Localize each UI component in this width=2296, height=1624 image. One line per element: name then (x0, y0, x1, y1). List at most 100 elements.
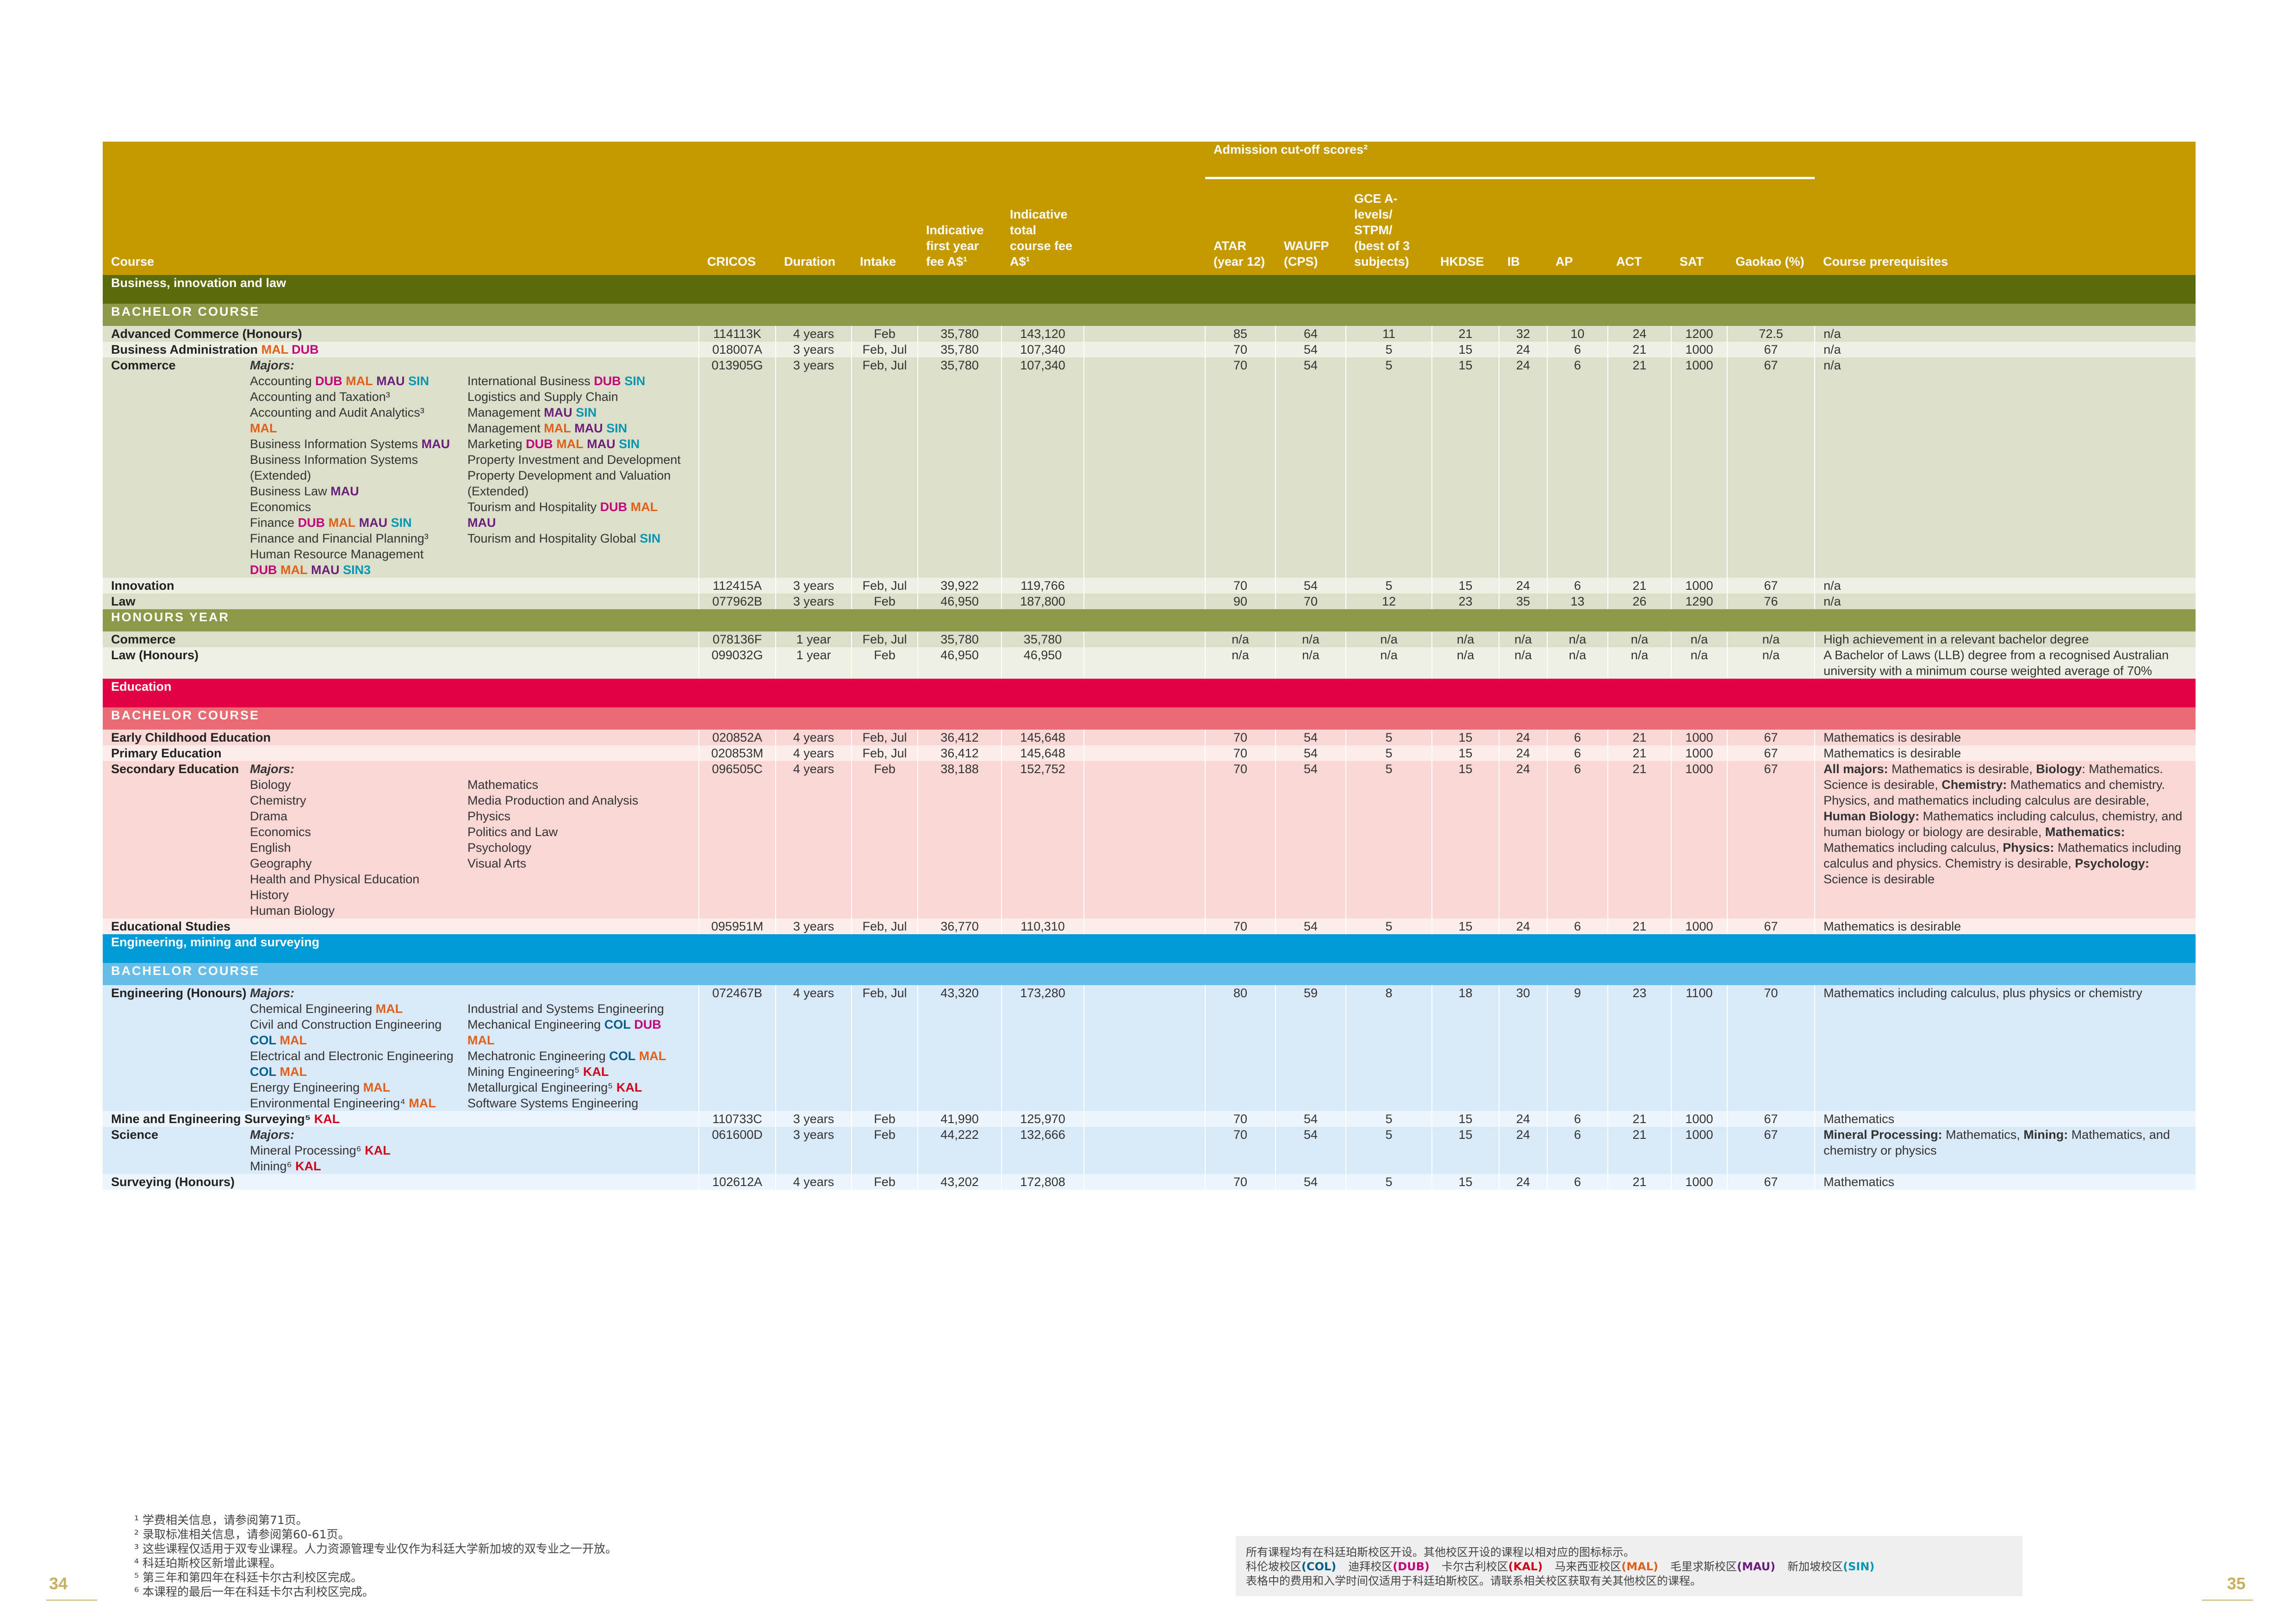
major-item: Drama (250, 808, 454, 824)
course-row: Primary Education 020853M 4 years Feb, Jul 3… (103, 745, 2196, 761)
cell-ib: 24 (1499, 342, 1548, 357)
prereq-text: : Mathematics. Science is desirable, (1823, 762, 2163, 792)
cell-gce: 5 (1345, 918, 1432, 934)
cell-ib: 24 (1499, 1174, 1548, 1190)
section-title: Business, innovation and law (103, 275, 2196, 304)
group-label: BACHELOR COURSE (103, 304, 2196, 326)
campus-tag: MAU (376, 374, 405, 388)
cell-fee1: 43,202 (917, 1174, 1002, 1190)
major-item: Mechanical Engineering COL DUB MAL (467, 1017, 685, 1048)
cell-hkdse: 15 (1431, 745, 1500, 761)
cell-waufp: 54 (1275, 745, 1346, 761)
major-name: International Business (467, 374, 591, 388)
course-name: Law (Honours) (111, 648, 199, 662)
cell-gce: 5 (1345, 730, 1432, 745)
cell-fee_total: 132,666 (1001, 1127, 1084, 1174)
cell-gaokao: 72.5 (1727, 326, 1815, 342)
cell-hkdse: 23 (1431, 593, 1500, 609)
cell-act: 21 (1607, 1174, 1672, 1190)
course-name-text: Secondary Education (111, 762, 239, 776)
prereq-text: Mathematics and chemistry. Physics, and … (1823, 778, 2165, 807)
prereq-text: Mathematics is desirable, (1888, 762, 2036, 776)
spacer-cell (1083, 593, 1206, 609)
course-cell: Business Administration MAL DUB (103, 342, 699, 357)
major-item: Accounting DUB MAL MAU SIN (250, 373, 454, 389)
campus-tag: DUB (634, 1018, 661, 1031)
cell-gce: 8 (1345, 985, 1432, 1111)
campus-tag: MAL (363, 1081, 391, 1094)
cell-gce: 5 (1345, 578, 1432, 593)
major-name: Psychology (467, 841, 532, 855)
cell-fee_total: 119,766 (1001, 578, 1084, 593)
major-item: Psychology (467, 840, 685, 856)
cell-sat: 1000 (1671, 1111, 1728, 1127)
cell-duration: 4 years (775, 985, 852, 1111)
campus-tag: MAL (556, 437, 584, 451)
cell-hkdse: 15 (1431, 1174, 1500, 1190)
major-name: Business Law (250, 484, 327, 498)
footnote: ³ 这些课程仅适用于双专业课程。人力资源管理专业仅作为科廷大学新加坡的双专业之一… (134, 1542, 617, 1555)
major-item: Civil and Construction Engineering COL M… (250, 1017, 454, 1048)
prereq-cell: Mathematics is desirable (1814, 745, 2196, 761)
cell-act: 21 (1607, 745, 1672, 761)
legend-campus-code: (MAL) (1621, 1560, 1658, 1573)
prereq-text: Mathematics including calculus and physi… (1823, 841, 2181, 870)
cell-duration: 4 years (775, 745, 852, 761)
course-name-text: Commerce (111, 358, 176, 372)
course-name: Science (111, 1127, 250, 1174)
legend-campus: 新加坡校区(SIN) (1787, 1560, 1874, 1573)
cell-cricos: 112415A (698, 578, 776, 593)
legend-campus-name: 马来西亚校区 (1555, 1560, 1622, 1573)
cell-gce: 5 (1345, 1127, 1432, 1174)
cell-intake: Feb (851, 326, 918, 342)
majors-block: Majors: Chemical Engineering MAL Civil and… (250, 985, 685, 1111)
campus-tag: DUB (298, 516, 325, 530)
course-cell: Early Childhood Education (103, 730, 699, 745)
cell-ib: 35 (1499, 593, 1548, 609)
major-name: English (250, 841, 291, 855)
cell-duration: 4 years (775, 761, 852, 918)
spacer-cell (1083, 342, 1206, 357)
cell-atar: 70 (1205, 357, 1276, 578)
cell-ib: n/a (1499, 631, 1548, 647)
spacer-cell (1083, 761, 1206, 918)
major-name: Accounting and Taxation³ (250, 390, 390, 404)
major-item: Human Biology (250, 903, 454, 918)
majors-block: Majors: Accounting DUB MAL MAU SIN Account… (250, 357, 685, 578)
spacer-cell (1083, 631, 1206, 647)
majors-columns: Chemical Engineering MAL Civil and Constr… (250, 1001, 685, 1111)
cell-intake: Feb (851, 1127, 918, 1174)
prereq-bold: Mathematics: (2045, 825, 2125, 839)
col-total-fee: Indicative total course fee A$¹ (1002, 178, 1084, 275)
table-header: Admission cut-off scores² Course CRICOS … (103, 142, 2196, 275)
cell-gaokao: 67 (1727, 342, 1815, 357)
cell-fee_total: 152,752 (1001, 761, 1084, 918)
cell-act: 21 (1607, 1111, 1672, 1127)
cell-cricos: 061600D (698, 1127, 776, 1174)
prereq-cell: Mathematics is desirable (1814, 730, 2196, 745)
cell-act: 21 (1607, 730, 1672, 745)
cell-gce: 5 (1345, 761, 1432, 918)
major-name: Metallurgical Engineering⁵ (467, 1081, 613, 1094)
cell-act: 26 (1607, 593, 1672, 609)
campus-tag: DUB (292, 343, 319, 356)
major-item: Property Development and Valuation (Exte… (467, 468, 685, 499)
cell-duration: 3 years (775, 1111, 852, 1127)
prereq-cell: Mathematics is desirable (1814, 918, 2196, 934)
cell-cricos: 095951M (698, 918, 776, 934)
course-name: Educational Studies (111, 919, 231, 933)
footnote: ⁶ 本课程的最后一年在科廷卡尔古利校区完成。 (134, 1585, 374, 1599)
col-intake: Intake (852, 178, 918, 275)
legend-campus: 卡尔古利校区(KAL) (1442, 1560, 1543, 1573)
cell-atar: n/a (1205, 647, 1276, 679)
campus-tag: MAL (409, 1096, 436, 1110)
legend-campus: 马来西亚校区(MAL) (1555, 1560, 1658, 1573)
cell-fee_total: 173,280 (1001, 985, 1084, 1111)
cell-hkdse: 15 (1431, 918, 1500, 934)
cell-duration: 3 years (775, 357, 852, 578)
cell-sat: 1000 (1671, 357, 1728, 578)
campus-tag: MAU (421, 437, 450, 451)
cell-ib: 24 (1499, 1111, 1548, 1127)
major-item: Industrial and Systems Engineering (467, 1001, 685, 1017)
cell-act: 23 (1607, 985, 1672, 1111)
